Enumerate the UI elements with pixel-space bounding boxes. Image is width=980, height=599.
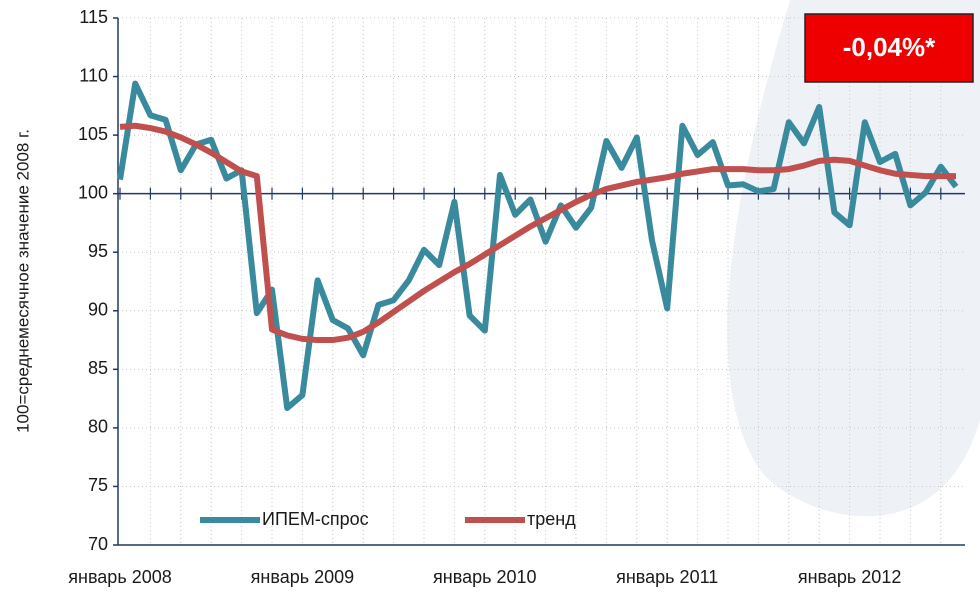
y-axis-label: 100=среднемесячное значение 2008 г. xyxy=(13,129,32,433)
legend-label: ИПЕМ-спрос xyxy=(262,509,369,529)
y-tick-label: 85 xyxy=(88,358,108,378)
x-tick-label: январь 2012 xyxy=(798,567,902,587)
chart: -0,04%* 100=среднемесячное значение 2008… xyxy=(0,0,980,599)
y-tick-label: 110 xyxy=(79,65,108,85)
x-tick-label: январь 2008 xyxy=(68,567,172,587)
y-tick-label: 95 xyxy=(88,241,108,261)
y-tick-label: 75 xyxy=(88,475,108,495)
y-tick-label: 100 xyxy=(78,182,108,202)
x-tick-label: январь 2011 xyxy=(616,567,718,587)
y-tick-label: 80 xyxy=(88,417,108,437)
badge: -0,04%* xyxy=(843,32,936,62)
x-tick-label: январь 2009 xyxy=(251,567,355,587)
legend-label: тренд xyxy=(527,509,576,529)
y-tick-label: 70 xyxy=(88,534,108,554)
y-tick-label: 115 xyxy=(79,7,108,27)
y-tick-label: 105 xyxy=(78,124,108,144)
x-tick-label: январь 2010 xyxy=(433,567,537,587)
y-tick-label: 90 xyxy=(88,300,108,320)
